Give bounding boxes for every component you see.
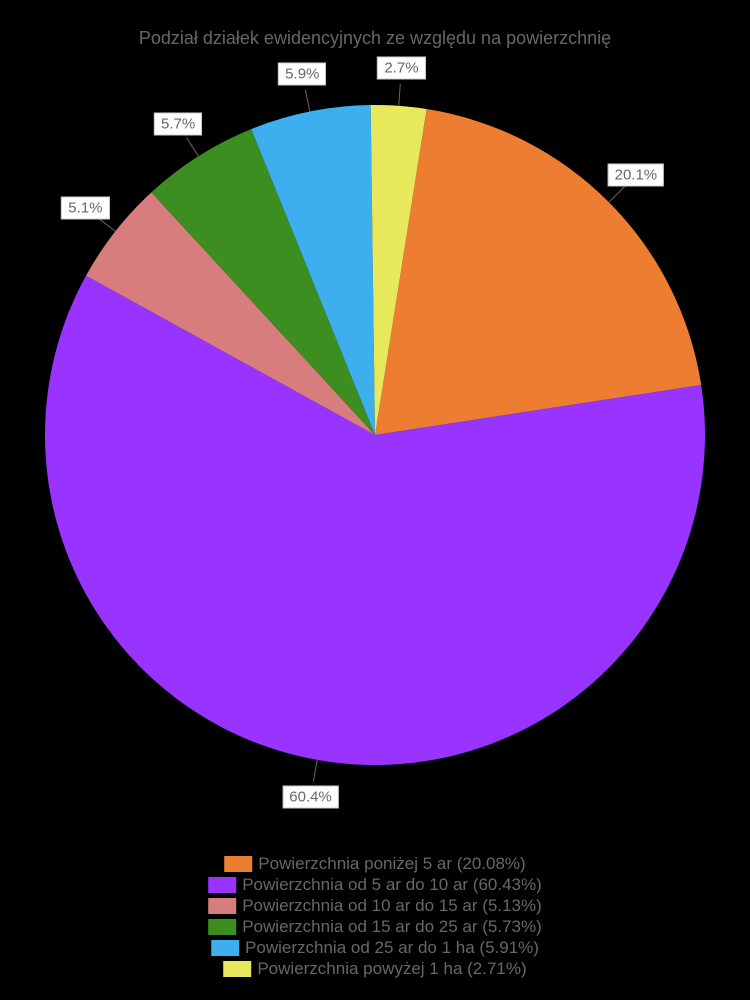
legend-item: Powierzchnia od 25 ar do 1 ha (5.91%): [208, 938, 542, 958]
legend-item: Powierzchnia poniżej 5 ar (20.08%): [208, 854, 542, 874]
legend-swatch: [208, 919, 236, 935]
slice-label: 5.7%: [154, 113, 202, 136]
legend-item: Powierzchnia od 15 ar do 25 ar (5.73%): [208, 917, 542, 937]
legend-swatch: [208, 877, 236, 893]
slice-label: 60.4%: [282, 786, 339, 809]
slice-label: 2.7%: [377, 56, 425, 79]
legend-swatch: [208, 898, 236, 914]
chart-title: Podział działek ewidencyjnych ze względu…: [139, 28, 611, 49]
slice-label: 5.9%: [278, 63, 326, 86]
legend-label: Powierzchnia od 10 ar do 15 ar (5.13%): [242, 896, 542, 916]
leader-line: [399, 84, 401, 106]
pie-chart: 20.1%60.4%5.1%5.7%5.9%2.7%: [0, 60, 750, 810]
legend-item: Powierzchnia powyżej 1 ha (2.71%): [208, 959, 542, 979]
legend-swatch: [211, 940, 239, 956]
leader-line: [313, 760, 317, 782]
legend-label: Powierzchnia od 5 ar do 10 ar (60.43%): [242, 875, 542, 895]
leader-line: [98, 218, 115, 232]
legend-swatch: [224, 856, 252, 872]
legend-label: Powierzchnia powyżej 1 ha (2.71%): [257, 959, 526, 979]
leader-line: [187, 138, 199, 157]
legend-item: Powierzchnia od 5 ar do 10 ar (60.43%): [208, 875, 542, 895]
slice-label: 5.1%: [61, 196, 109, 219]
leader-line: [305, 90, 309, 112]
legend-label: Powierzchnia poniżej 5 ar (20.08%): [258, 854, 525, 874]
legend-item: Powierzchnia od 10 ar do 15 ar (5.13%): [208, 896, 542, 916]
legend-label: Powierzchnia od 25 ar do 1 ha (5.91%): [245, 938, 539, 958]
slice-label: 20.1%: [608, 164, 665, 187]
legend-swatch: [223, 961, 251, 977]
leader-line: [609, 187, 625, 203]
legend: Powierzchnia poniżej 5 ar (20.08%)Powier…: [208, 853, 542, 980]
legend-label: Powierzchnia od 15 ar do 25 ar (5.73%): [242, 917, 542, 937]
